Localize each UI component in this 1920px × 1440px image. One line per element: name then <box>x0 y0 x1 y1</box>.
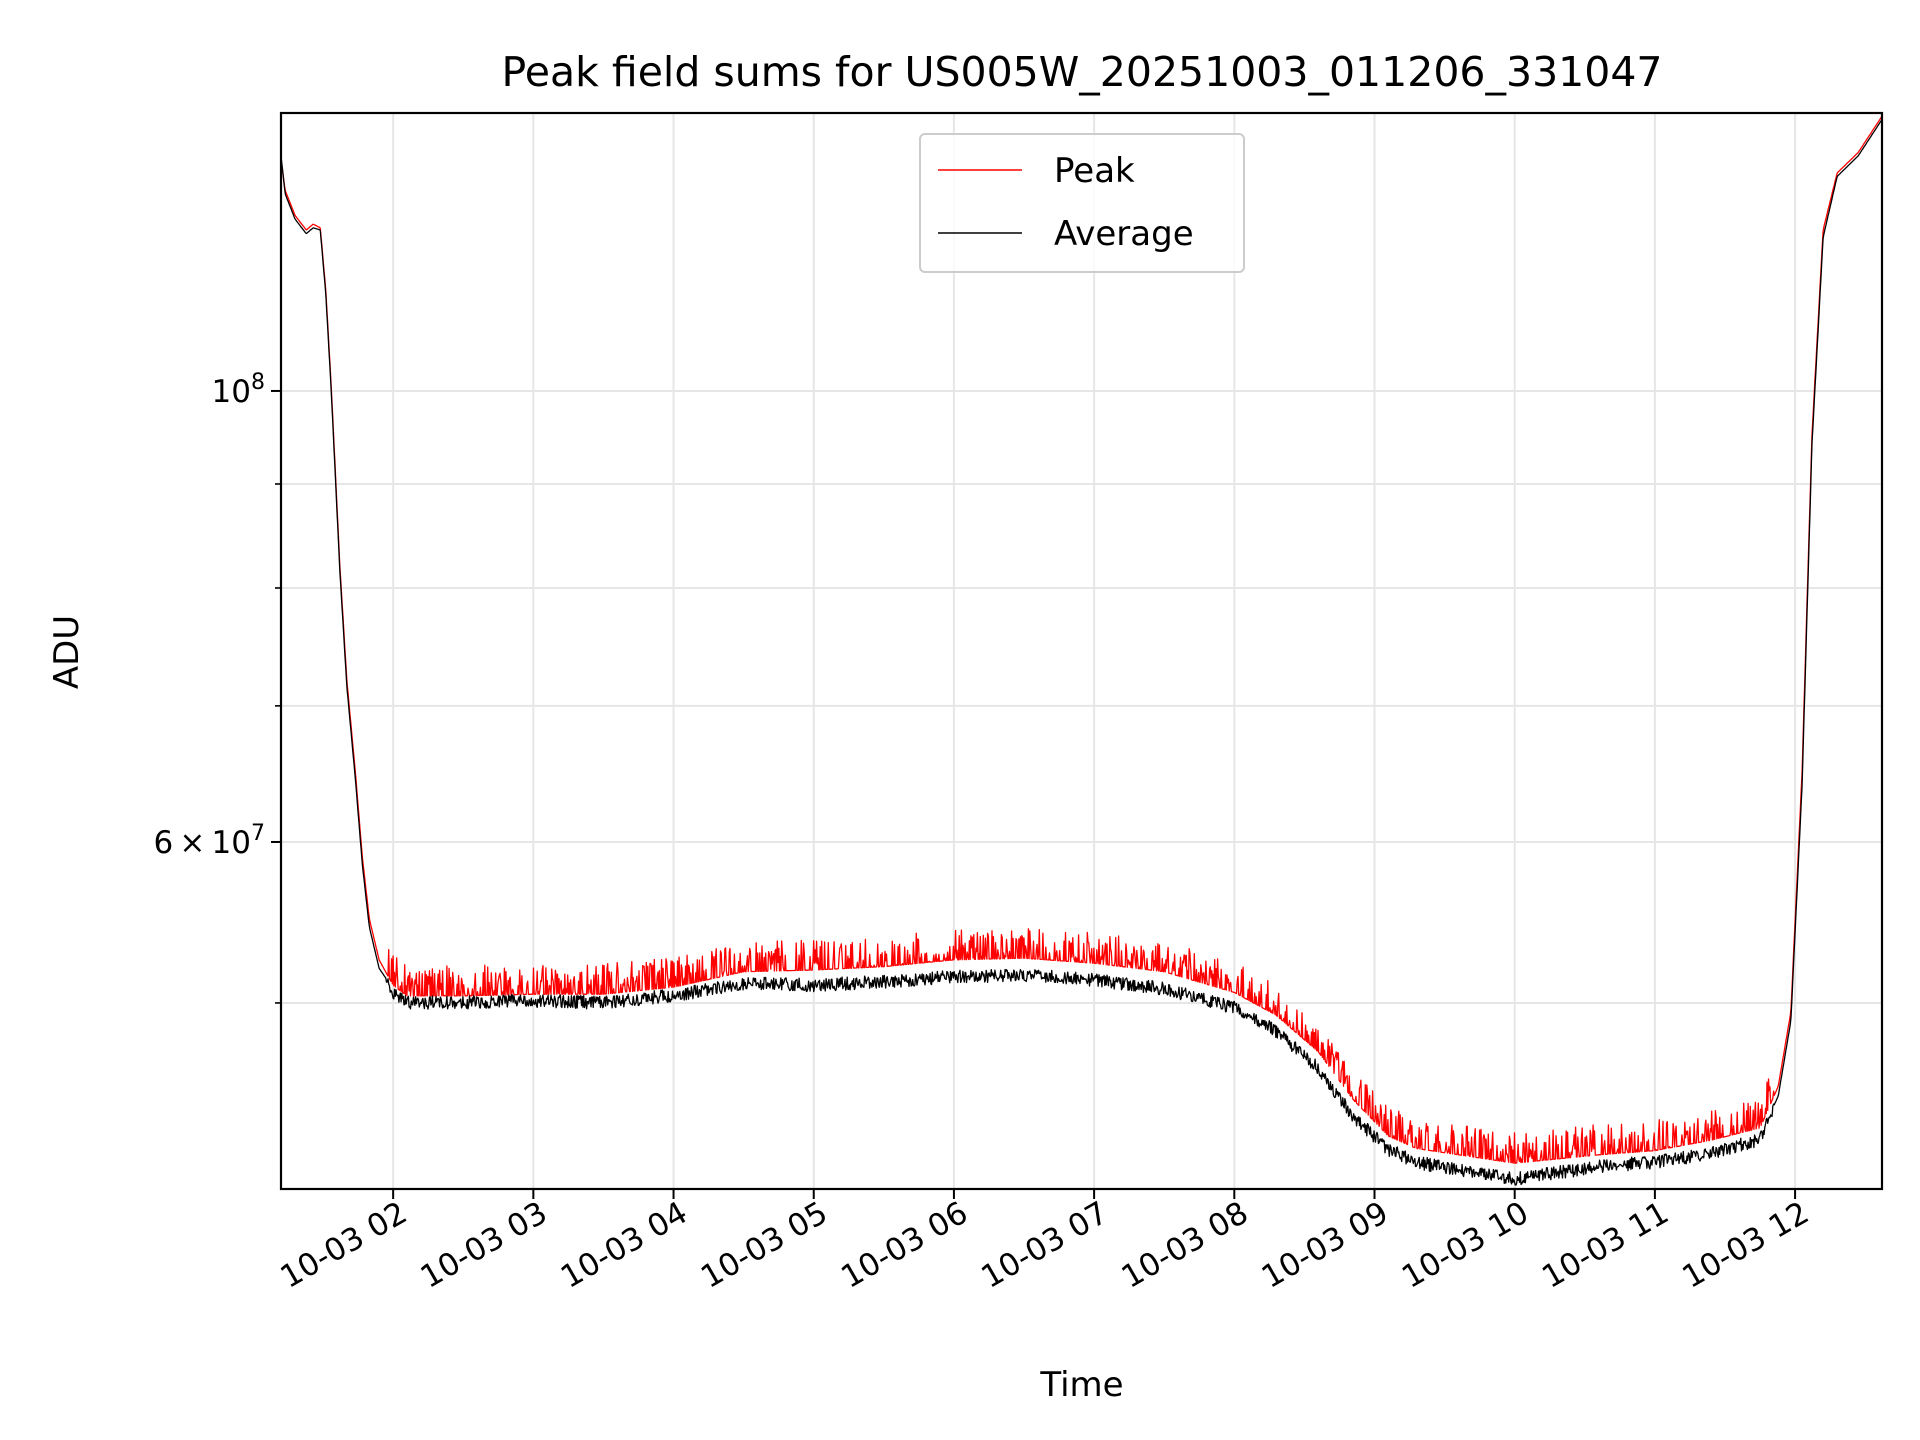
y-axis: 108 6 × 107 <box>153 370 281 1004</box>
series-line-peak <box>280 115 1883 1164</box>
y-tick-label: 108 <box>212 370 265 410</box>
series-line-average <box>280 119 1883 1186</box>
plot-lines <box>280 115 1883 1186</box>
x-axis-title: Time <box>1039 1365 1123 1405</box>
legend-average-label: Average <box>1054 214 1194 254</box>
chart-title: Peak field sums for US005W_20251003_0112… <box>501 48 1662 96</box>
y-axis-title: ADU <box>47 615 87 689</box>
grid <box>281 113 1882 1189</box>
legend: Peak Average <box>919 133 1245 273</box>
plot-frame <box>279 111 1884 1191</box>
legend-box <box>919 133 1245 273</box>
legend-peak-label: Peak <box>1054 151 1135 191</box>
y-tick-label: 6 × 107 <box>153 821 265 861</box>
